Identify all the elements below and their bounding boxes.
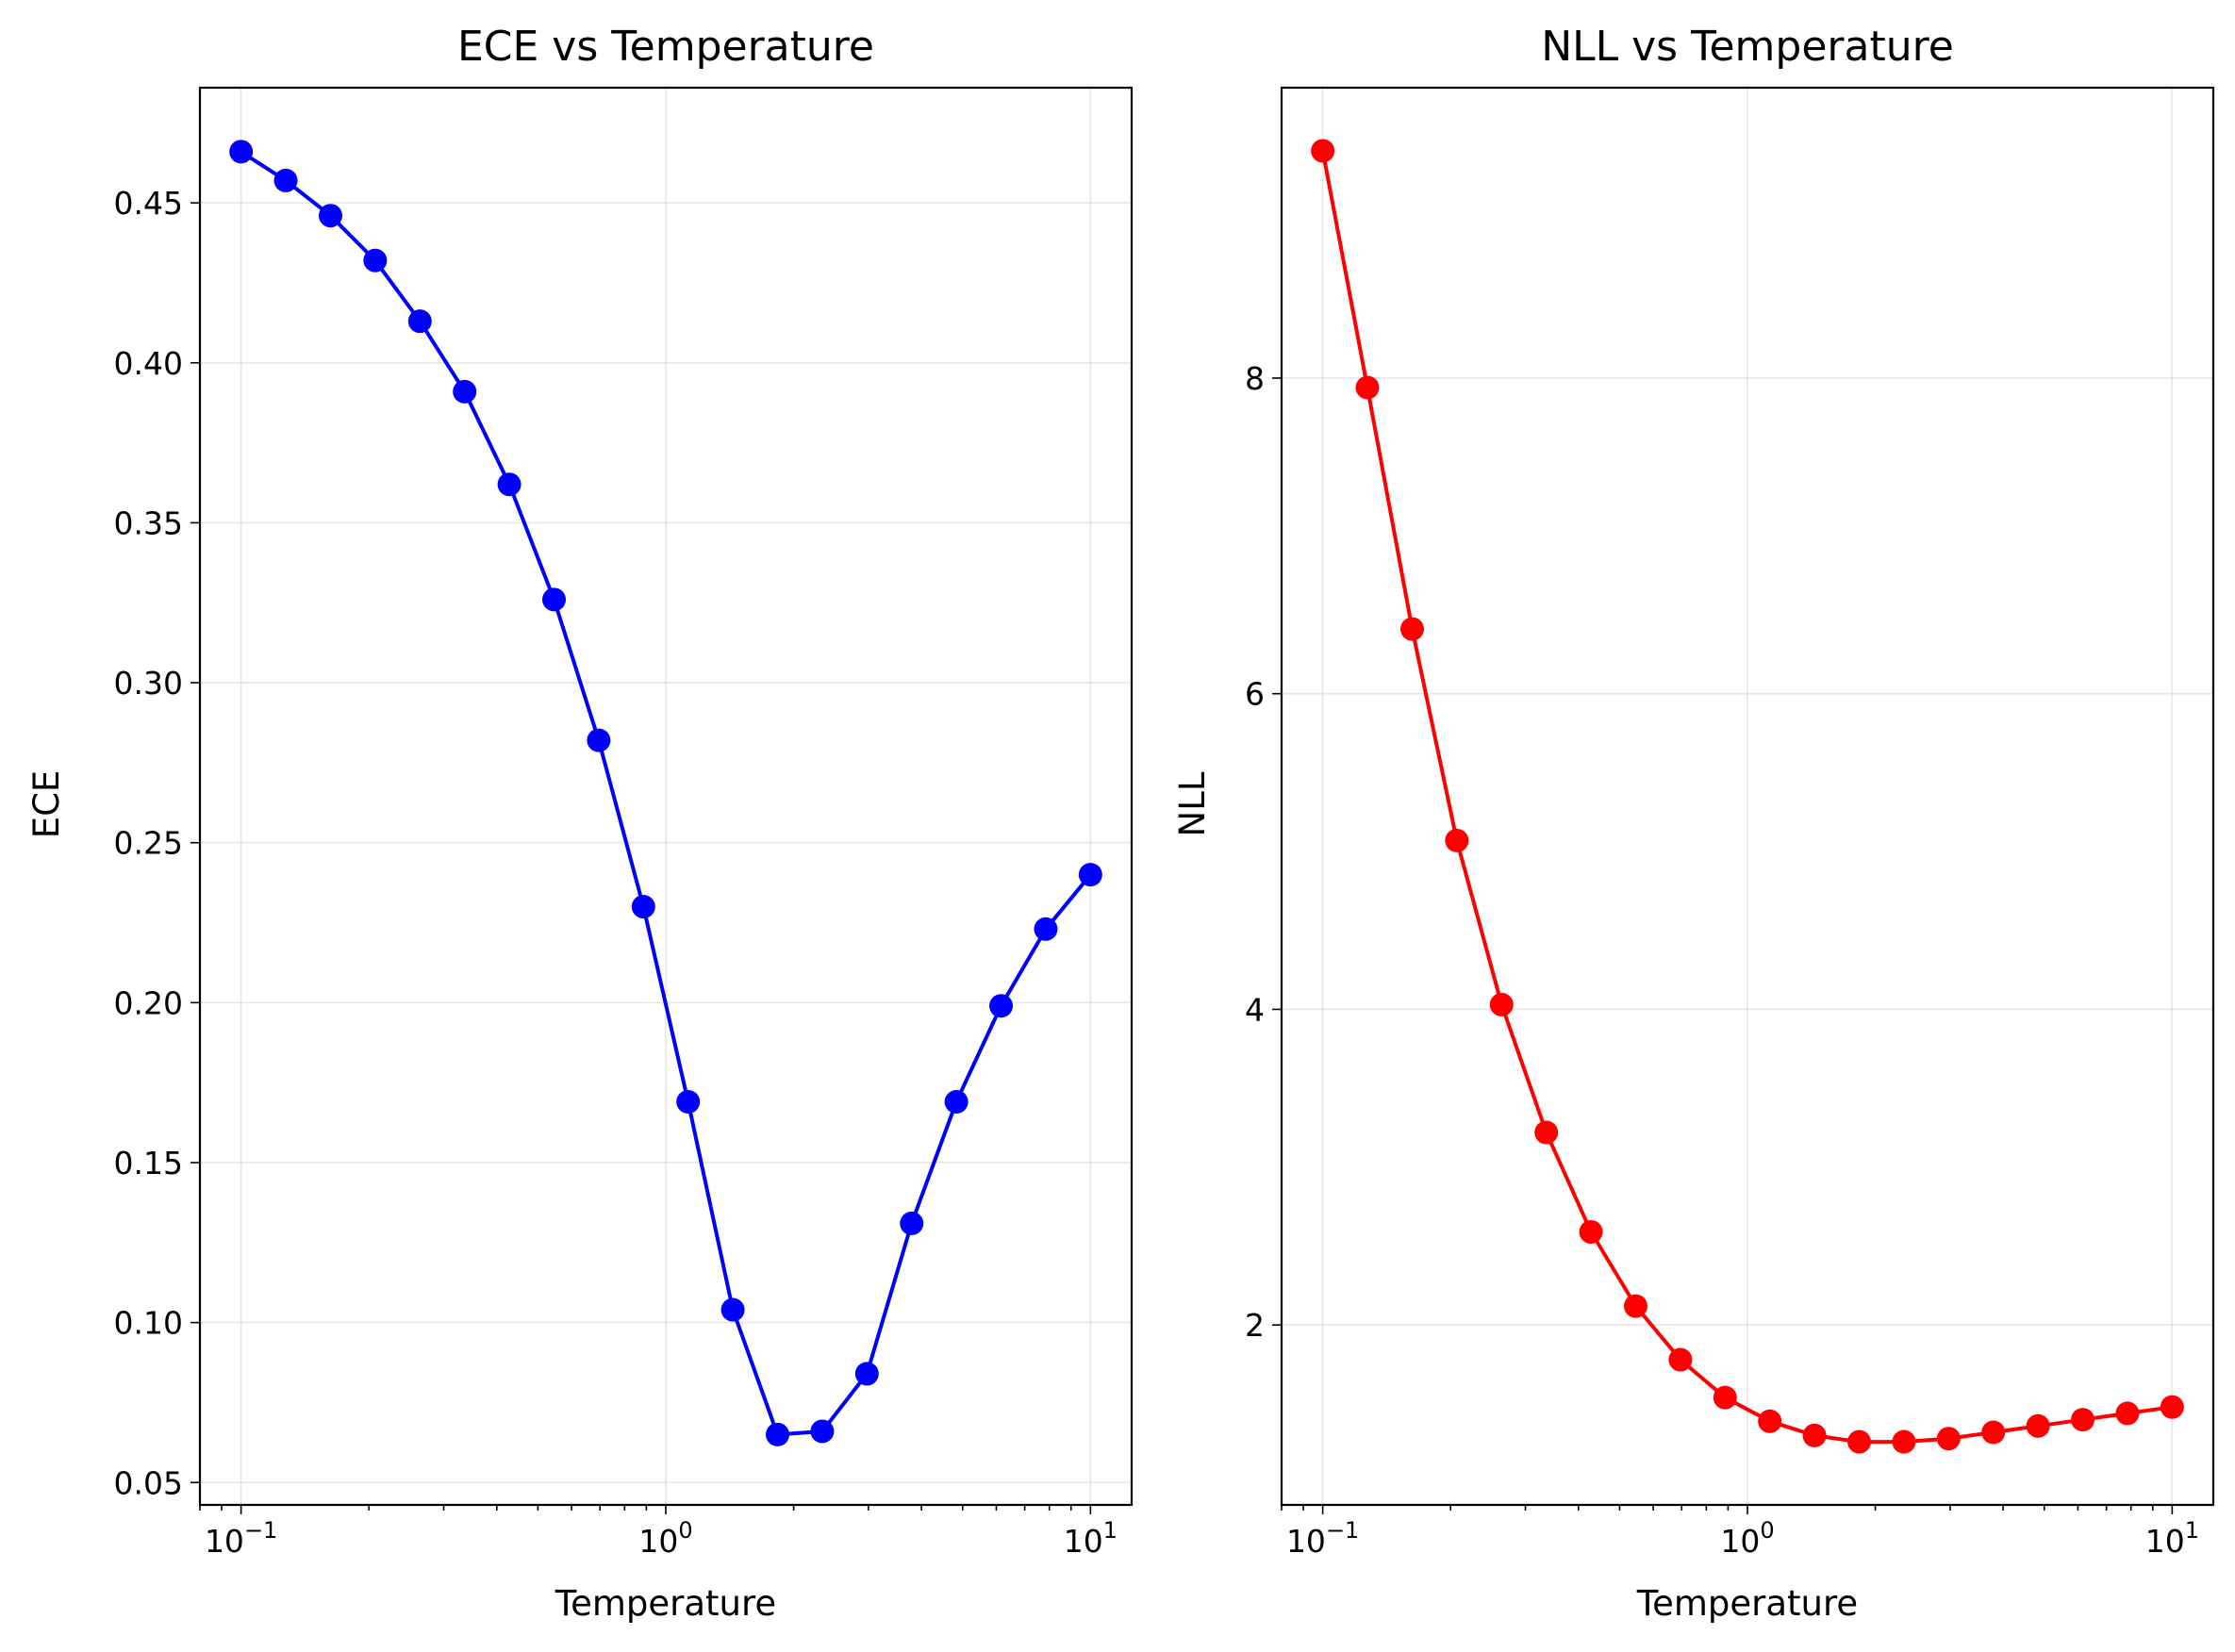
nll-data-point — [1668, 1347, 1693, 1372]
ece-y-tick-label: 0.20 — [114, 984, 183, 1021]
ece-data-point — [989, 994, 1014, 1018]
ece-data-point — [631, 895, 655, 919]
ece-data-point — [720, 1297, 745, 1322]
nll-data-point — [1623, 1294, 1647, 1318]
ece-x-tick-label-exponent: −1 — [244, 1517, 277, 1544]
nll-data-point — [1534, 1120, 1559, 1145]
ece-data-point — [1078, 863, 1102, 887]
nll-data-point — [1847, 1429, 1872, 1454]
nll-data-point — [1802, 1423, 1827, 1447]
nll-y-tick-label: 4 — [1245, 991, 1265, 1028]
nll-data-point — [2160, 1395, 2184, 1419]
ece-x-tick-label: 100 — [638, 1517, 692, 1560]
nll-panel: NLL vs Temperature Temperature NLL 10−1 1… — [1172, 23, 2215, 1624]
ece-panel: ECE vs Temperature Temperature ECE 10−1 1… — [26, 23, 1134, 1624]
nll-panel-title: NLL vs Temperature — [1541, 23, 1954, 71]
ece-x-tick-label: 10−1 — [205, 1517, 277, 1560]
ece-data-point — [229, 140, 254, 164]
ece-y-tick-label: 0.25 — [114, 825, 183, 862]
nll-data-point — [2115, 1401, 2140, 1426]
nll-x-axis-label: Temperature — [1636, 1583, 1858, 1624]
nll-y-axis-label: NLL — [1172, 771, 1213, 836]
ece-y-axis-label: ECE — [26, 770, 67, 839]
nll-x-tick-label-base: 10 — [1286, 1523, 1326, 1560]
nll-data-point — [2071, 1408, 2095, 1432]
ece-series-line — [240, 150, 1092, 1437]
nll-data-point — [1981, 1420, 2006, 1445]
nll-x-tick-label-exponent: 1 — [2185, 1517, 2199, 1544]
ece-data-point — [363, 248, 388, 273]
ece-data-point — [273, 168, 298, 192]
ece-x-tick-label-base: 10 — [1064, 1523, 1103, 1560]
nll-data-point — [1579, 1219, 1603, 1244]
ece-data-point — [587, 728, 611, 752]
nll-plot-frame — [1280, 86, 2215, 1507]
nll-data-point — [1892, 1429, 1916, 1454]
nll-data-point — [2026, 1413, 2050, 1438]
nll-data-point — [1936, 1427, 1961, 1451]
ece-data-point — [541, 587, 566, 612]
ece-x-tick-label-exponent: 0 — [678, 1517, 692, 1544]
nll-data-point — [1758, 1409, 1782, 1433]
ece-data-point — [766, 1422, 790, 1446]
ece-data-point — [676, 1090, 701, 1115]
ece-data-point — [900, 1211, 924, 1235]
ece-y-tick-label: 0.05 — [114, 1464, 183, 1501]
ece-data-point — [497, 472, 522, 497]
nll-data-point — [1489, 992, 1514, 1016]
nll-x-tick-label: 10−1 — [1286, 1517, 1359, 1560]
ece-data-point — [944, 1090, 968, 1115]
ece-y-tick-label: 0.45 — [114, 185, 183, 222]
ece-x-axis-label: Temperature — [555, 1583, 776, 1624]
nll-y-tick-label: 2 — [1245, 1307, 1265, 1344]
ece-x-tick-label-exponent: 1 — [1103, 1517, 1118, 1544]
nll-x-tick-label-base: 10 — [1720, 1523, 1760, 1560]
nll-x-tick-label-base: 10 — [2145, 1523, 2185, 1560]
ece-y-tick-label: 0.15 — [114, 1145, 183, 1181]
ece-y-tick-label: 0.10 — [114, 1305, 183, 1342]
ece-data-point — [1034, 917, 1058, 941]
ece-data-point — [453, 379, 477, 404]
nll-x-tick-label-exponent: −1 — [1326, 1517, 1359, 1544]
nll-x-tick-label: 100 — [1720, 1517, 1774, 1560]
nll-x-tick-label-exponent: 0 — [1760, 1517, 1774, 1544]
nll-y-tick-label: 8 — [1245, 360, 1265, 397]
nll-x-tick-label: 101 — [2145, 1517, 2199, 1560]
ece-x-tick-label: 101 — [1064, 1517, 1118, 1560]
ece-plot-frame — [198, 86, 1134, 1507]
ece-data-point — [407, 309, 432, 334]
nll-data-point — [1399, 617, 1424, 641]
ece-data-point — [854, 1362, 879, 1386]
ece-x-tick-label-base: 10 — [205, 1523, 244, 1560]
nll-y-tick-label: 6 — [1245, 676, 1265, 713]
ece-panel-title: ECE vs Temperature — [457, 23, 874, 71]
ece-x-tick-label-base: 10 — [638, 1523, 678, 1560]
nll-data-point — [1445, 828, 1469, 852]
ece-data-point — [810, 1419, 835, 1444]
ece-y-tick-label: 0.40 — [114, 345, 183, 382]
ece-data-point — [318, 204, 342, 228]
nll-data-point — [1311, 139, 1335, 163]
nll-data-point — [1355, 375, 1380, 400]
ece-y-tick-label: 0.35 — [114, 504, 183, 541]
nll-data-point — [1713, 1385, 1737, 1410]
ece-y-tick-label: 0.30 — [114, 665, 183, 702]
